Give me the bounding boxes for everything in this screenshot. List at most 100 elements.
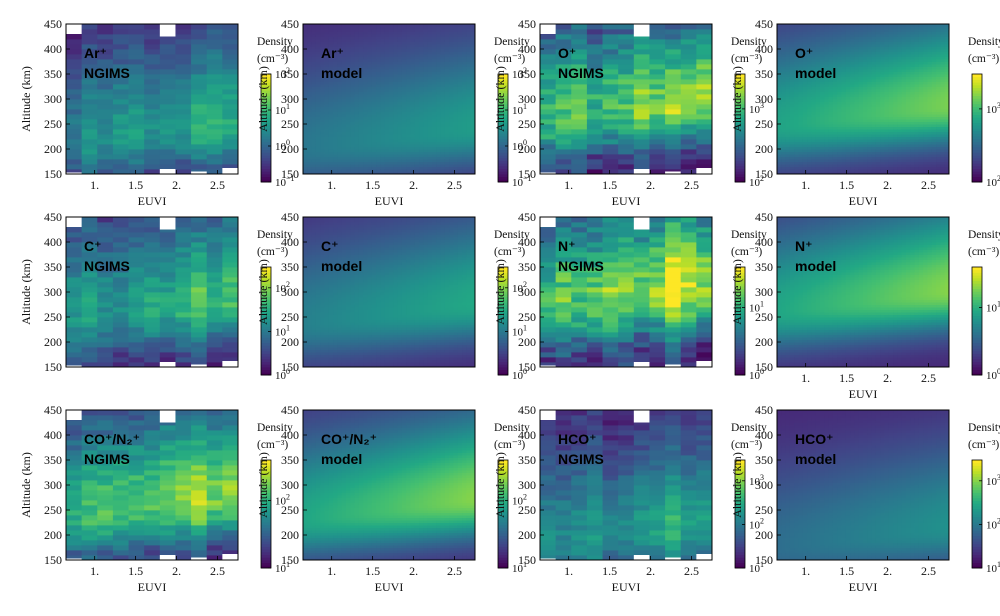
heatmap-cell (159, 74, 176, 80)
heatmap-cell (346, 139, 351, 142)
heatmap-cell (97, 34, 114, 40)
species-label: Ar⁺ (84, 45, 107, 61)
heatmap-cell (333, 89, 338, 92)
heatmap-cell (337, 131, 343, 135)
y-tick-label: 250 (44, 117, 62, 131)
heatmap-cell (324, 121, 330, 125)
heatmap-cell (555, 104, 572, 110)
heatmap-cell (206, 74, 223, 80)
heatmap-cell (571, 24, 588, 30)
heatmap-cell (633, 154, 650, 160)
heatmap-cell (206, 69, 223, 75)
heatmap-cell (333, 81, 338, 85)
colorbar-step (261, 92, 271, 97)
heatmap-cell (346, 144, 351, 147)
heatmap-cell (324, 41, 330, 45)
heatmap-cell (341, 131, 347, 135)
heatmap-cell (315, 46, 321, 50)
heatmap-cell (303, 146, 308, 150)
heatmap-cell (222, 39, 239, 45)
heatmap-cell (206, 49, 223, 55)
heatmap-cell (307, 56, 313, 60)
heatmap-cell (571, 139, 588, 145)
heatmap-cell (350, 101, 356, 105)
heatmap-cell (350, 111, 356, 115)
heatmap-cell (320, 91, 325, 95)
heatmap-cell (350, 64, 356, 67)
heatmap-cell (206, 164, 223, 170)
heatmap-cell (222, 124, 239, 130)
heatmap-cell (315, 159, 321, 162)
heatmap-cell (341, 139, 347, 142)
y-tick-label: 200 (44, 142, 62, 156)
heatmap-cell (311, 66, 317, 70)
heatmap-cell (303, 101, 308, 105)
heatmap-cell (320, 31, 325, 35)
heatmap-cell (307, 101, 313, 105)
heatmap-cell (97, 54, 114, 60)
heatmap-cell (649, 99, 666, 105)
heatmap-cell (680, 69, 697, 75)
heatmap-cell (159, 129, 176, 135)
heatmap-cell (97, 139, 114, 145)
heatmap-cell (315, 109, 321, 112)
heatmap-cell (66, 64, 83, 70)
heatmap-cell (571, 104, 588, 110)
heatmap-cell (649, 54, 666, 60)
heatmap-cell (602, 54, 619, 60)
missing-data-bin (159, 169, 176, 174)
heatmap-cell (346, 166, 351, 170)
heatmap-cell (571, 124, 588, 130)
heatmap-cell (328, 41, 334, 45)
heatmap-cell (540, 34, 557, 40)
heatmap-cell (112, 134, 129, 140)
heatmap-cell (571, 149, 588, 155)
heatmap-cell (112, 49, 129, 55)
heatmap-cell (337, 59, 343, 62)
y-axis-title: Altitude (km) (256, 66, 270, 132)
heatmap-cell (633, 164, 650, 170)
heatmap-cell (328, 59, 334, 62)
heatmap-cell (696, 39, 713, 45)
heatmap-cell (618, 109, 635, 115)
heatmap-cell (618, 84, 635, 90)
heatmap-cell (618, 34, 635, 40)
heatmap-cell (307, 89, 313, 92)
heatmap-cell (649, 154, 666, 160)
heatmap-cell (696, 89, 713, 95)
heatmap-cell (602, 64, 619, 70)
heatmap-cell (307, 124, 313, 127)
heatmap-cell (555, 99, 572, 105)
heatmap-cell (633, 64, 650, 70)
heatmap-cell (633, 159, 650, 165)
heatmap-cell (602, 159, 619, 165)
y-tick-label: 150 (281, 167, 299, 181)
heatmap-cell (303, 126, 308, 130)
heatmap-cell (144, 129, 161, 135)
heatmap-cell (159, 79, 176, 85)
heatmap-cell (618, 54, 635, 60)
heatmap-cell (328, 171, 334, 175)
heatmap-cell (175, 49, 192, 55)
heatmap-cell (633, 44, 650, 50)
heatmap-cell (175, 99, 192, 105)
heatmap-cell (315, 141, 321, 145)
heatmap-cell (128, 74, 145, 80)
heatmap-cell (315, 121, 321, 125)
heatmap-cell (307, 31, 313, 35)
heatmap-cell (324, 136, 330, 140)
heatmap-cell (320, 171, 325, 175)
heatmap-cell (333, 144, 338, 147)
heatmap-cell (191, 69, 208, 75)
heatmap-cell (324, 31, 330, 35)
heatmap-cell (97, 84, 114, 90)
x-tick-label: 2.5 (447, 178, 462, 192)
heatmap-cell (144, 159, 161, 165)
heatmap-cell (222, 129, 239, 135)
heatmap-cell (337, 96, 343, 100)
heatmap-cell (618, 114, 635, 120)
heatmap-cell (112, 139, 129, 145)
y-tick-label: 250 (281, 117, 299, 131)
heatmap-cell (206, 129, 223, 135)
